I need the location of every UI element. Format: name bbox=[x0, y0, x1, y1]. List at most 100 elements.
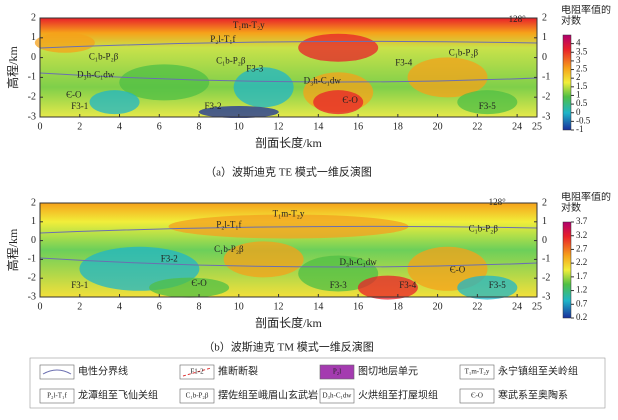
colorbar-title-box: 电阻率值的对数 bbox=[561, 192, 611, 214]
field-anomaly bbox=[457, 90, 518, 115]
x-tick-label: 4 bbox=[117, 121, 122, 132]
field-anomaly bbox=[119, 64, 210, 101]
x-tick-label: 24 bbox=[512, 301, 522, 312]
colorbar bbox=[562, 34, 572, 131]
x-tick-label: 2 bbox=[77, 301, 82, 312]
annotation: C₁b-P₂β bbox=[449, 48, 479, 58]
field-anomaly bbox=[223, 241, 304, 278]
x-tick-label: 12 bbox=[274, 121, 284, 132]
x-tick-label: 4 bbox=[117, 301, 122, 312]
annotation: F3-4 bbox=[395, 58, 413, 68]
colorbar-tick-label: -1 bbox=[576, 124, 584, 134]
resistivity-field bbox=[39, 203, 538, 300]
colorbar-tick-label: 0 bbox=[576, 107, 581, 117]
legend-symbol: F1-2 bbox=[190, 368, 204, 376]
field-anomaly bbox=[407, 57, 488, 98]
field-anomaly bbox=[313, 90, 364, 115]
legend-label: 推断断裂 bbox=[218, 364, 258, 377]
x-tick-label: 6 bbox=[157, 301, 162, 312]
legend-symbol: C₁b-P₂β bbox=[186, 392, 209, 400]
colorbar-tick-label: 2.2 bbox=[576, 257, 587, 267]
y2-tick-label: -1 bbox=[542, 254, 550, 265]
colorbar-tick-label: 1 bbox=[576, 90, 581, 100]
colorbar-tick-label: -0.5 bbox=[576, 115, 591, 125]
legend-icon bbox=[319, 388, 355, 404]
plot-frame bbox=[39, 17, 538, 118]
annotation: F3-5 bbox=[479, 101, 497, 111]
annotation: F3-1 bbox=[71, 101, 88, 111]
annotation: 128° bbox=[489, 197, 507, 207]
boundary-line bbox=[39, 72, 538, 83]
colorbar-tick-label: 3.2 bbox=[576, 230, 587, 240]
x-tick-label: 16 bbox=[353, 121, 363, 132]
annotation: 128° bbox=[509, 14, 527, 24]
annotation: C₁b-P₂β bbox=[214, 244, 244, 254]
legend-label: 图切地层单元 bbox=[358, 364, 418, 377]
field-anomaly bbox=[357, 275, 418, 300]
y-tick-label: -1 bbox=[28, 254, 36, 265]
legend-icon bbox=[179, 388, 215, 404]
field-anomaly bbox=[149, 277, 230, 298]
legend-symbol: P₂l-T₁f bbox=[47, 392, 67, 400]
annotation: F3-2 bbox=[161, 253, 178, 263]
annotation: C₁b-P₂β bbox=[216, 56, 246, 66]
annotation: Є-O bbox=[450, 265, 466, 275]
field-anomaly bbox=[198, 106, 279, 119]
legend-label: 寒武系至奥陶系 bbox=[498, 388, 568, 401]
annotation: D₃h-C₁dw bbox=[339, 257, 377, 267]
x-tick-label: 18 bbox=[393, 301, 403, 312]
y-tick-label: 2 bbox=[31, 197, 36, 208]
legend-frame bbox=[29, 357, 606, 409]
colorbar-tick-label: 2 bbox=[576, 72, 581, 82]
legend-label: 火烘组至打屋坝组 bbox=[358, 388, 438, 401]
annotation: Є-O bbox=[342, 95, 358, 105]
legend-icon bbox=[39, 388, 75, 404]
y2-tick-label: 0 bbox=[542, 52, 547, 63]
legend-label: 永宁镇组至关岭组 bbox=[498, 364, 578, 377]
colorbar-tick-label: 3.7 bbox=[576, 216, 588, 226]
x-tick-label: 16 bbox=[353, 301, 363, 312]
field-anomaly bbox=[89, 90, 140, 115]
annotation: D₃h-C₁dw bbox=[77, 69, 115, 79]
legend-icon bbox=[459, 364, 495, 380]
x-tick-label: 10 bbox=[234, 301, 244, 312]
y2-tick-label: -2 bbox=[542, 91, 550, 102]
x-tick-label: 6 bbox=[157, 121, 162, 132]
colorbar bbox=[562, 221, 572, 319]
annotation: F3-4 bbox=[399, 280, 417, 290]
annotation: C₁b-P₂β bbox=[469, 223, 499, 233]
field-anomaly bbox=[233, 67, 294, 108]
y-tick-label: 1 bbox=[31, 216, 36, 227]
legend-symbol: Є-O bbox=[471, 392, 483, 400]
colorbar-title: 电阻率值的对数 bbox=[561, 5, 611, 27]
legend-label: 摆佐组至峨眉山玄武岩 bbox=[218, 388, 318, 401]
colorbar-tick-label: 3.5 bbox=[576, 46, 588, 56]
colorbar-tick-label: 3 bbox=[576, 55, 581, 65]
x-tick-label: 0 bbox=[38, 121, 43, 132]
annotation: Є-O bbox=[66, 89, 82, 99]
annotation: P₂l-T₁f bbox=[210, 34, 235, 44]
colorbar-tick-label: 1.5 bbox=[576, 81, 588, 91]
colorbar-tick-label: 0.7 bbox=[576, 298, 588, 308]
annotation: D₃h-C₁dw bbox=[304, 75, 342, 85]
field-anomaly bbox=[298, 33, 379, 62]
legend-symbol: D₃h-C₁dw bbox=[323, 392, 353, 400]
annotation: C₁b-P₂β bbox=[89, 52, 119, 62]
plot-frame bbox=[39, 202, 538, 298]
legend-icon bbox=[319, 364, 355, 380]
y2-tick-label: 1 bbox=[542, 216, 547, 227]
y-tick-label: 0 bbox=[31, 52, 36, 63]
colorbar-title-box: 电阻率值的对数 bbox=[561, 5, 611, 27]
resistivity-field bbox=[34, 18, 538, 119]
x-tick-label: 14 bbox=[313, 121, 323, 132]
colorbar-tick-label: 0.2 bbox=[576, 312, 587, 322]
boundary-line bbox=[39, 40, 538, 49]
x-tick-label: 25 bbox=[532, 121, 542, 132]
colorbar-tick-label: 1.7 bbox=[576, 271, 588, 281]
annotation: T₁m-T₂y bbox=[273, 208, 305, 218]
legend-symbol: P₂l bbox=[333, 368, 341, 376]
x-tick-label: 18 bbox=[393, 121, 403, 132]
y-axis-label: 高程/km bbox=[5, 46, 20, 89]
annotation: F3-1 bbox=[71, 280, 88, 290]
